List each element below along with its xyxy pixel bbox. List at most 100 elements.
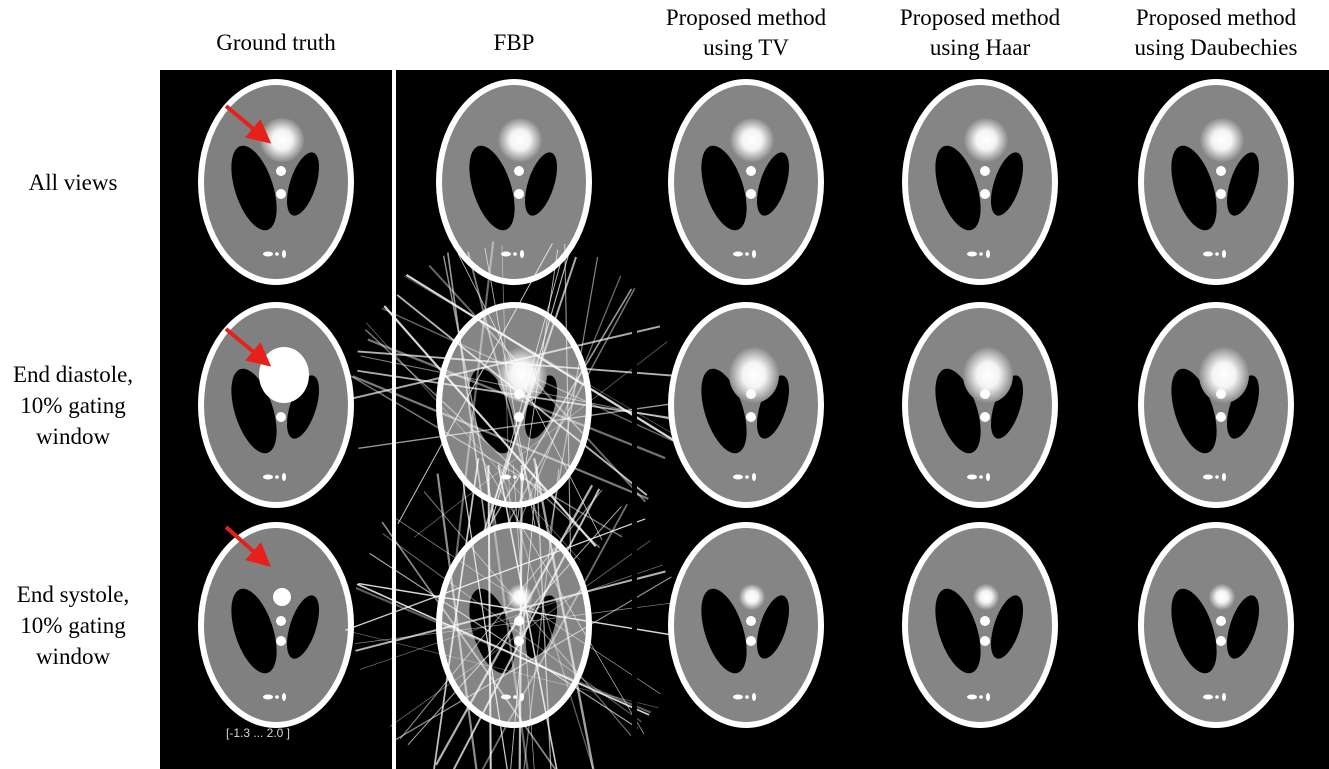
phantom-small-feature [282,693,286,701]
phantom-small-feature [967,694,977,700]
phantom-dot [276,166,286,176]
phantom-bright-region [259,347,309,403]
phantom-dot [1216,636,1226,646]
phantom-tissue [442,308,586,502]
phantom-right-ventricle [286,152,320,216]
streak-artifact [498,462,594,769]
phantom-small-feature [1215,252,1219,256]
phantom-dot [746,412,756,422]
phantom-small-feature [1203,474,1213,480]
phantom-bright-region [1200,118,1244,162]
phantom-tissue [674,85,818,279]
row-label: window [36,644,111,669]
row-label: End diastole, [13,362,133,387]
phantom-bright-region [963,347,1013,403]
phantom-bright-region [964,118,1008,162]
phantom-right-ventricle [1226,375,1260,439]
phantom-dot [276,189,286,199]
streak-artifact [484,247,543,563]
phantom-image [1138,302,1294,508]
streak-artifact [352,375,649,500]
row-label: window [36,424,111,449]
phantom-small-feature [263,694,273,700]
phantom-dot [276,389,286,399]
phantom-right-ventricle [990,152,1024,216]
phantom-small-feature [282,473,286,481]
phantom-image [668,79,824,285]
phantom-dot [1216,189,1226,199]
phantom-tissue [204,308,348,502]
phantom-small-feature [752,250,756,258]
red-arrow [224,327,272,367]
phantom-image [436,79,592,285]
streak-artifact [382,533,642,723]
streak-artifact [533,458,595,769]
phantom-dot [746,616,756,626]
streak-artifact [413,341,668,538]
column-header: FBP [494,30,535,55]
phantom-bright-region [273,588,291,606]
phantom-image [902,302,1058,508]
phantom-tissue [204,85,348,279]
phantom-dot [276,412,286,422]
phantom-dot [746,636,756,646]
phantom-tissue [1144,85,1288,279]
phantom-left-ventricle [935,145,981,231]
phantom-small-feature [967,251,977,257]
phantom-small-feature [275,252,279,256]
phantom-tissue [1144,308,1288,502]
phantom-right-ventricle [756,595,790,659]
streak-artifact [346,372,623,538]
phantom-small-feature [513,252,517,256]
column-header: using Haar [930,35,1031,60]
red-arrow [224,104,272,144]
phantom-small-feature [986,693,990,701]
phantom-dot [1216,412,1226,422]
phantom-image [346,241,681,573]
phantom-image [198,522,354,728]
streak-artifact [389,540,651,727]
phantom-right-ventricle [990,375,1024,439]
streak-artifact [396,294,648,496]
panel-border [632,295,637,769]
streak-artifact [381,521,557,769]
phantom-small-feature [979,695,983,699]
phantom-small-feature [1215,695,1219,699]
streak-artifact [359,564,663,670]
phantom-image [668,302,824,508]
phantom-left-ventricle [1171,588,1217,674]
phantom-dot [980,189,990,199]
streak-artifact [473,256,577,561]
phantom-small-feature [752,693,756,701]
phantom-right-ventricle [286,595,320,659]
phantom-small-feature [745,252,749,256]
phantom-dot [980,166,990,176]
phantom-left-ventricle [469,588,515,674]
streak-artifact [369,553,638,729]
colorbar-range-label: [-1.3 ... 2.0 ] [226,726,290,740]
phantom-tissue [442,85,586,279]
streak-artifact [433,458,480,769]
phantom-dot [980,412,990,422]
phantom-small-feature [1222,693,1226,701]
phantom-left-ventricle [231,145,277,231]
phantom-dot [980,616,990,626]
phantom-tissue [1144,528,1288,722]
phantom-image [1138,522,1294,728]
column-header: Proposed method [900,5,1061,30]
phantom-bright-region [730,118,774,162]
phantom-dot [746,189,756,199]
phantom-tissue [674,528,818,722]
streak-artifact [395,576,672,741]
phantom-left-ventricle [701,588,747,674]
phantom-bright-region [1199,347,1249,403]
phantom-small-feature [282,250,286,258]
streak-artifact [367,338,666,460]
phantom-small-feature [1203,694,1213,700]
column-header: Proposed method [1136,5,1297,30]
phantom-small-feature [733,694,743,700]
phantom-small-feature [1222,250,1226,258]
phantom-small-feature [745,695,749,699]
phantom-tissue [908,85,1052,279]
